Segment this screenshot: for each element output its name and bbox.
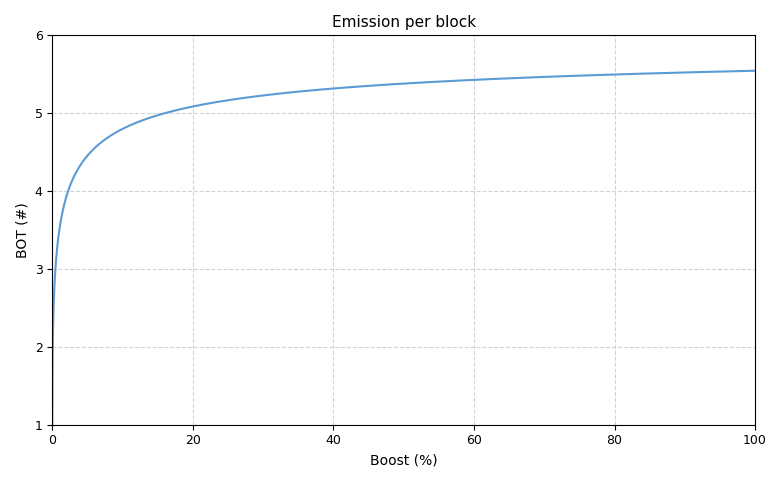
X-axis label: Boost (%): Boost (%): [370, 453, 437, 467]
Y-axis label: BOT (#): BOT (#): [15, 202, 29, 258]
Title: Emission per block: Emission per block: [332, 15, 475, 30]
